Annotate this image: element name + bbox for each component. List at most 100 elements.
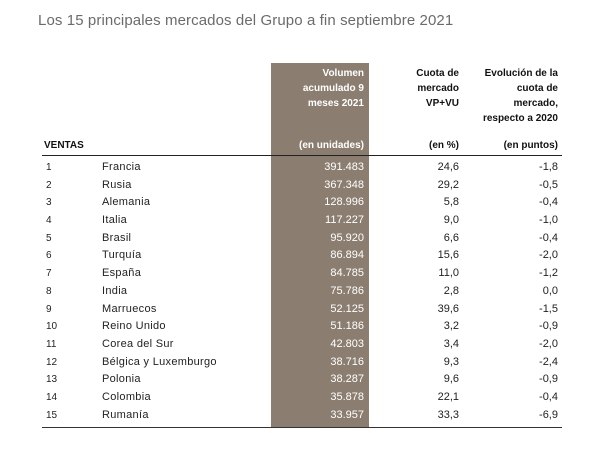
header-evolucion: Evolución de la cuota de mercado, respec… [462, 66, 558, 126]
volumen-cell: 84.785 [330, 267, 364, 280]
cuota-cell: 15,6 [437, 249, 459, 262]
country-cell: Alemania [102, 196, 151, 209]
table-row: 9 Marruecos 52.125 39,6 -1,5 [42, 301, 562, 319]
rank-cell: 6 [46, 250, 52, 262]
header-evolucion-line: cuota de [516, 83, 558, 94]
header-cuota-line: Cuota de [416, 68, 459, 79]
evolucion-cell: -1,0 [539, 214, 558, 227]
cuota-cell: 6,6 [443, 231, 459, 244]
cuota-cell: 29,2 [437, 178, 459, 191]
rank-cell: 8 [46, 285, 52, 297]
rank-cell: 4 [46, 215, 52, 227]
cuota-cell: 11,0 [438, 267, 459, 280]
evolucion-cell: -0,9 [539, 373, 558, 386]
table-row: 3 Alemania 128.996 5,8 -0,4 [42, 194, 562, 212]
header-evolucion-line: Evolución de la [484, 68, 558, 79]
page-title: Los 15 principales mercados del Grupo a … [38, 12, 454, 29]
volumen-cell: 52.125 [330, 302, 364, 315]
evolucion-cell: -0,9 [539, 320, 558, 333]
table-row: 15 Rumanía 33.957 33,3 -6,9 [42, 407, 562, 425]
country-cell: Marruecos [102, 302, 157, 315]
cuota-cell: 3,4 [443, 337, 459, 350]
table-row: 5 Brasil 95.920 6,6 -0,4 [42, 230, 562, 248]
country-cell: España [102, 267, 142, 280]
country-cell: Bélgica y Luxemburgo [102, 355, 217, 368]
cuota-cell: 33,3 [437, 408, 459, 421]
cuota-cell: 3,2 [443, 320, 459, 333]
rank-cell: 12 [46, 356, 58, 368]
table-row: 6 Turquía 86.894 15,6 -2,0 [42, 247, 562, 265]
evolucion-cell: -1,8 [539, 161, 558, 173]
evolucion-cell: -0,4 [539, 390, 558, 403]
table-row: 12 Bélgica y Luxemburgo 38.716 9,3 -2,4 [42, 354, 562, 372]
header-volumen: Volumen acumulado 9 meses 2021 [271, 66, 364, 111]
volumen-cell: 391.483 [324, 161, 364, 173]
cuota-cell: 22,1 [437, 390, 459, 403]
evolucion-cell: -2,0 [539, 337, 558, 350]
volumen-cell: 42.803 [330, 337, 364, 350]
data-table: 1 Francia 391.483 24,6 -1,8 2 Rusia 367.348 29,2… [42, 159, 562, 424]
rank-cell: 13 [46, 374, 58, 386]
country-cell: Italia [102, 214, 128, 227]
header-cuota-line: VP+VU [425, 98, 459, 109]
rank-cell: 14 [46, 391, 58, 403]
table-bottom-border [42, 427, 562, 428]
volumen-cell: 128.996 [324, 196, 364, 209]
volumen-cell: 95.920 [330, 231, 364, 244]
cuota-cell: 5,8 [443, 196, 459, 209]
volumen-cell: 51.186 [330, 320, 364, 333]
unit-volumen: (en unidades) [298, 140, 364, 151]
cuota-cell: 39,6 [437, 302, 459, 315]
volumen-cell: 367.348 [324, 178, 364, 191]
cuota-cell: 2,8 [443, 284, 459, 297]
header-cuota: Cuota de mercado VP+VU [382, 66, 459, 111]
evolucion-cell: -1,2 [539, 267, 558, 280]
table-row: 4 Italia 117.227 9,0 -1,0 [42, 212, 562, 230]
evolucion-cell: -2,4 [539, 355, 558, 368]
table-row: 10 Reino Unido 51.186 3,2 -0,9 [42, 318, 562, 336]
evolucion-cell: -0,4 [539, 231, 558, 244]
volume-column-background [271, 63, 369, 427]
cuota-cell: 24,6 [437, 161, 459, 173]
header-evolucion-line: respecto a 2020 [482, 113, 558, 124]
country-cell: Turquía [102, 249, 142, 262]
evolucion-cell: -0,5 [539, 178, 558, 191]
volumen-cell: 117.227 [325, 214, 364, 227]
cuota-cell: 9,6 [443, 373, 459, 386]
header-ventas: VENTAS [44, 140, 84, 151]
rank-cell: 15 [46, 409, 58, 421]
country-cell: Polonia [102, 373, 141, 386]
volumen-cell: 38.716 [330, 355, 364, 368]
header-evolucion-line: mercado, [513, 98, 558, 109]
volumen-cell: 38.287 [330, 373, 364, 386]
country-cell: Brasil [102, 231, 132, 244]
header-volumen-line: Volumen [322, 68, 364, 79]
cuota-cell: 9,3 [443, 355, 459, 368]
volumen-cell: 75.786 [330, 284, 364, 297]
volumen-cell: 86.894 [330, 249, 364, 262]
volumen-cell: 33.957 [330, 408, 364, 421]
table-row: 1 Francia 391.483 24,6 -1,8 [42, 159, 562, 177]
table-row: 7 España 84.785 11,0 -1,2 [42, 265, 562, 283]
evolucion-cell: -0,4 [539, 196, 558, 209]
evolucion-cell: -1,5 [539, 302, 558, 315]
country-cell: Corea del Sur [102, 337, 174, 350]
unit-cuota: (en %) [429, 140, 459, 151]
evolucion-cell: -2,0 [539, 249, 558, 262]
rank-cell: 2 [46, 179, 52, 191]
rank-cell: 11 [46, 338, 57, 350]
rank-cell: 1 [46, 162, 52, 173]
table-row: 13 Polonia 38.287 9,6 -0,9 [42, 371, 562, 389]
header-volumen-line: acumulado 9 [302, 83, 364, 94]
country-cell: Reino Unido [102, 320, 166, 333]
rank-cell: 10 [46, 321, 58, 333]
country-cell: Colombia [102, 390, 151, 403]
country-cell: Francia [102, 161, 141, 173]
country-cell: India [102, 284, 128, 297]
table-row: 2 Rusia 367.348 29,2 -0,5 [42, 177, 562, 195]
rank-cell: 9 [46, 303, 52, 315]
header-volumen-line: meses 2021 [307, 98, 364, 109]
table-row: 14 Colombia 35.878 22,1 -0,4 [42, 389, 562, 407]
header-divider [42, 155, 562, 156]
country-cell: Rumanía [102, 408, 149, 421]
